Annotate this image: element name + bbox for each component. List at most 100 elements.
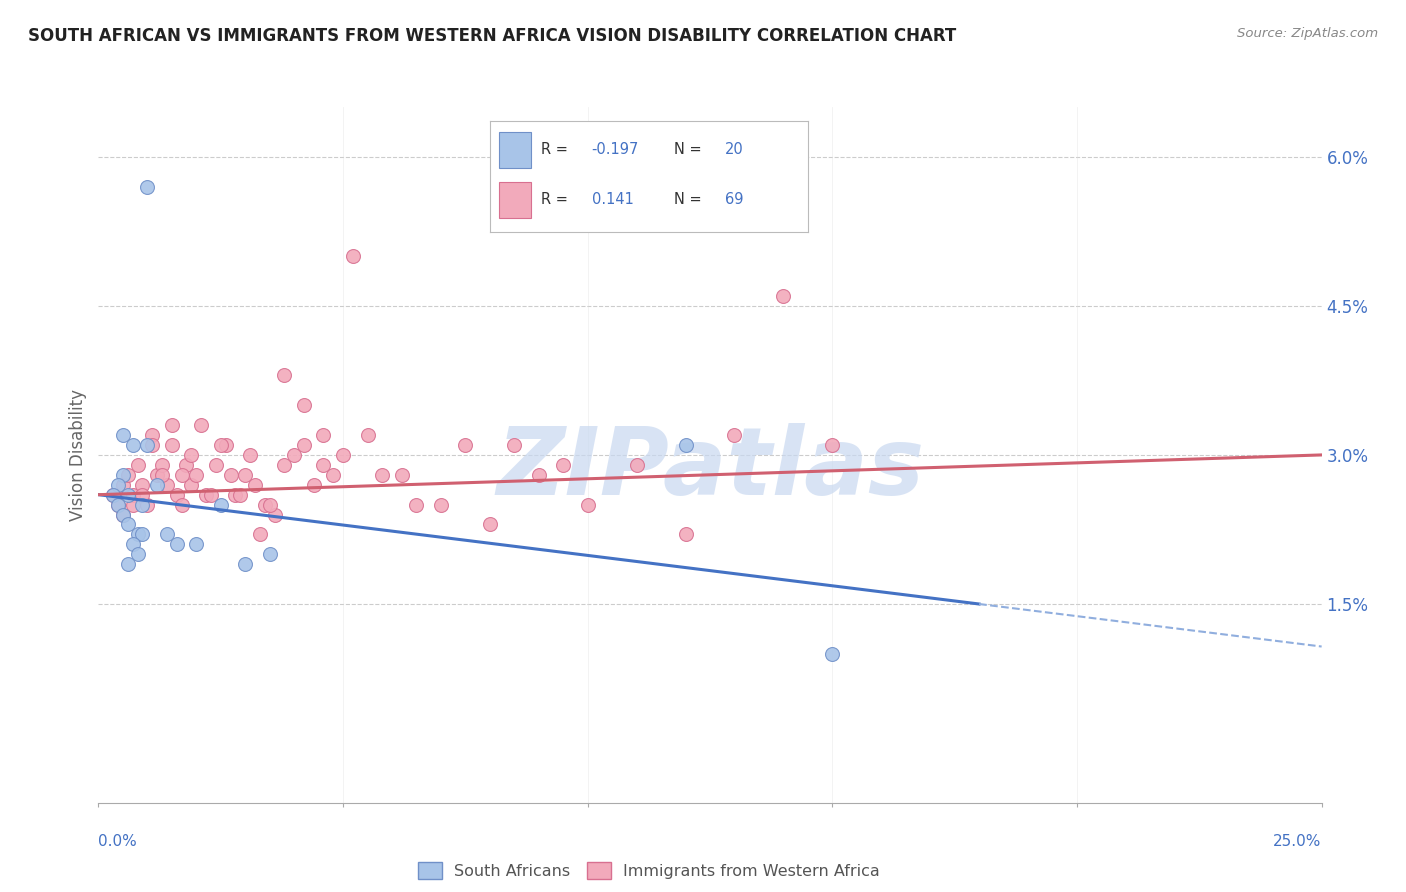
Point [101,488,124,502]
Point [131,477,153,491]
Point [150,467,173,482]
Point [180,448,202,462]
Point [107,498,129,512]
Point [821,647,844,661]
Point [233,467,256,482]
Point [111,508,134,522]
Point [430,498,453,512]
Point [131,527,153,541]
Point [160,438,183,452]
Point [626,458,648,472]
Point [150,458,173,472]
Point [107,477,129,491]
Text: Source: ZipAtlas.com: Source: ZipAtlas.com [1237,27,1378,40]
Text: SOUTH AFRICAN VS IMMIGRANTS FROM WESTERN AFRICA VISION DISABILITY CORRELATION CH: SOUTH AFRICAN VS IMMIGRANTS FROM WESTERN… [28,27,956,45]
Point [170,498,193,512]
Point [209,498,232,512]
Point [503,438,526,452]
Point [141,438,163,452]
Point [332,448,354,462]
Point [209,438,232,452]
Point [205,458,228,472]
Text: ZIPatlas: ZIPatlas [496,423,924,515]
Point [156,477,179,491]
Point [263,508,285,522]
Point [273,458,295,472]
Point [141,428,163,442]
Point [146,467,169,482]
Point [111,428,134,442]
Point [675,438,697,452]
Point [371,467,394,482]
Point [259,547,281,561]
Point [170,467,193,482]
Point [186,467,208,482]
Point [249,527,271,541]
Point [121,498,143,512]
Point [186,537,208,551]
Point [229,488,252,502]
Point [224,488,246,502]
Point [253,498,276,512]
Point [478,517,501,532]
Point [117,488,139,502]
Point [292,398,315,412]
Point [195,488,218,502]
Point [356,428,378,442]
Point [312,428,335,442]
Point [772,289,794,303]
Point [576,498,599,512]
Point [136,498,159,512]
Text: 25.0%: 25.0% [1274,834,1322,849]
Point [302,477,325,491]
Point [675,527,697,541]
Point [111,477,134,491]
Point [723,428,745,442]
Point [312,458,335,472]
Point [527,467,550,482]
Point [131,488,153,502]
Point [121,438,143,452]
Point [322,467,344,482]
Point [283,448,305,462]
Point [214,438,236,452]
Point [111,467,134,482]
Point [821,438,844,452]
Point [553,458,575,472]
Point [176,458,198,472]
Point [121,488,143,502]
Point [117,558,139,572]
Point [243,477,266,491]
Point [233,558,256,572]
Point [219,467,242,482]
Legend: South Africans, Immigrants from Western Africa: South Africans, Immigrants from Western … [412,856,886,885]
Point [239,448,262,462]
Point [166,537,188,551]
Point [200,488,222,502]
Point [391,467,413,482]
Point [160,418,183,433]
Point [342,249,364,263]
Point [454,438,477,452]
Point [111,508,134,522]
Text: 0.0%: 0.0% [98,834,138,849]
Point [180,477,202,491]
Point [292,438,315,452]
Point [190,418,212,433]
Point [259,498,281,512]
Point [127,458,149,472]
Y-axis label: Vision Disability: Vision Disability [69,389,87,521]
Point [146,477,169,491]
Point [101,488,124,502]
Point [127,547,149,561]
Point [405,498,427,512]
Point [117,467,139,482]
Point [136,179,159,194]
Point [131,498,153,512]
Point [127,527,149,541]
Point [136,438,159,452]
Point [107,498,129,512]
Point [121,537,143,551]
Point [273,368,295,383]
Point [156,527,179,541]
